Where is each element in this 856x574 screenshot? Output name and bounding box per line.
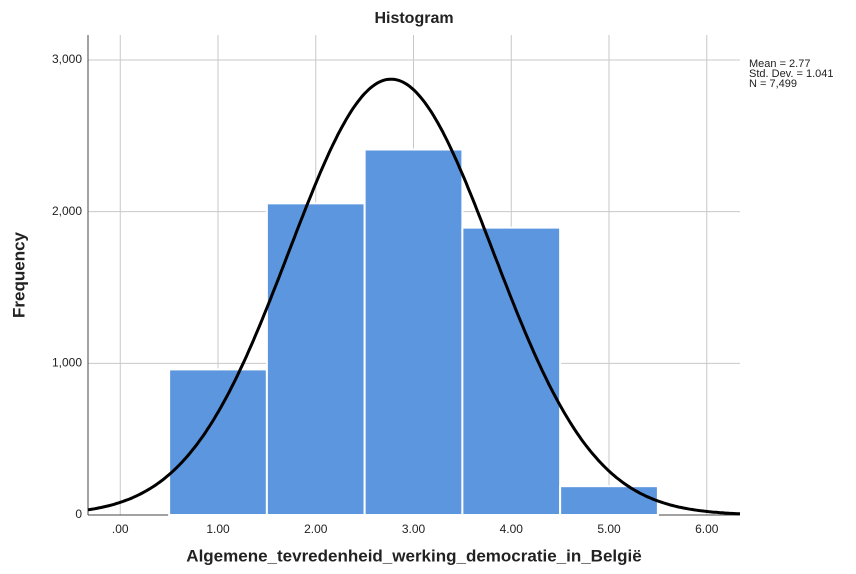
normal-curve bbox=[87, 77, 741, 516]
x-axis-label: Algemene_tevredenheid_werking_democratie… bbox=[186, 546, 641, 565]
y-tick-label: 1,000 bbox=[52, 356, 82, 370]
y-tick-label: 0 bbox=[75, 507, 82, 521]
x-tick-label: .00 bbox=[112, 522, 129, 536]
bar bbox=[363, 148, 464, 516]
x-tick-label: 4.00 bbox=[500, 522, 524, 536]
y-axis-label: Frequency bbox=[9, 231, 28, 318]
stats-label: N = 7,499 bbox=[749, 78, 797, 90]
bar bbox=[265, 202, 366, 516]
x-tick-label: 2.00 bbox=[304, 522, 328, 536]
bar bbox=[461, 226, 562, 516]
x-tick-label: 6.00 bbox=[695, 522, 719, 536]
x-tick-label: 5.00 bbox=[597, 522, 621, 536]
chart-title: Histogram bbox=[374, 10, 453, 27]
stats-label: Std. Dev. = 1.041 bbox=[749, 68, 834, 80]
y-tick-label: 3,000 bbox=[52, 52, 82, 66]
y-tick-label: 2,000 bbox=[52, 204, 82, 218]
x-tick-label: 3.00 bbox=[402, 522, 426, 536]
bar bbox=[559, 485, 659, 517]
stats-label: Mean = 2.77 bbox=[749, 58, 810, 70]
bar bbox=[168, 368, 268, 517]
x-tick-label: 1.00 bbox=[206, 522, 230, 536]
